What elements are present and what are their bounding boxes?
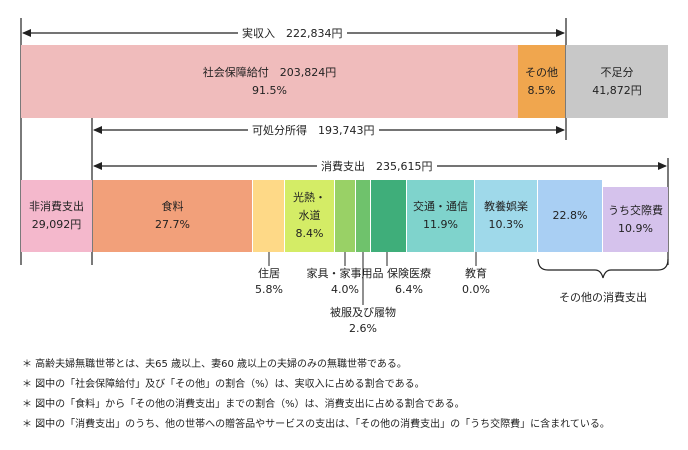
education-callout: 教育 0.0% xyxy=(456,266,496,298)
segment-value: 27.7% xyxy=(155,218,190,231)
expense-segment-housing xyxy=(253,180,284,252)
expense-segment-food: 食料 27.7% xyxy=(93,180,252,252)
income-segment-shortfall: 不足分 41,872円 xyxy=(566,45,668,118)
note-4: ＊ 図中の「消費支出」のうち、他の世帯への贈答品やサービスの支出は、「その他の消… xyxy=(22,419,610,430)
segment-value: 29,092円 xyxy=(31,218,82,231)
segment-value: 8.4% xyxy=(295,227,324,240)
segment-value: 41,872円 xyxy=(592,83,642,97)
segment-value: 10.9% xyxy=(618,221,653,235)
expense-segment-medical xyxy=(371,180,406,252)
consumption-bracket-label: 消費支出 235,615円 xyxy=(317,158,437,174)
segment-label: 不足分 xyxy=(600,65,634,79)
medical-callout: 保険医療 6.4% xyxy=(381,266,437,298)
income-bracket-label: 実収入 222,834円 xyxy=(238,25,347,41)
segment-value: 91.5% xyxy=(252,83,287,97)
callout-value: 4.0% xyxy=(331,283,359,296)
callout-value: 5.8% xyxy=(255,283,283,296)
expense-segment-other-consumption: 22.8% xyxy=(538,180,602,252)
note-2: ＊ 図中の「社会保障給付」及び「その他」の割合（%）は、実収入に占める割合である… xyxy=(22,379,425,390)
callout-value: 2.6% xyxy=(349,322,377,335)
segment-label: 非消費支出 xyxy=(29,200,84,213)
note-3: ＊ 図中の「食料」から「その他の消費支出」までの割合（%）は、消費支出に占める割… xyxy=(22,399,465,410)
housing-callout: 住居 5.8% xyxy=(249,266,289,298)
callout-value: 0.0% xyxy=(462,283,490,296)
expense-segment-non-consumption: 非消費支出 29,092円 xyxy=(21,180,92,252)
segment-label: うち交際費 xyxy=(608,203,663,217)
segment-value: 11.9% xyxy=(423,218,458,231)
segment-label: 交通・通信 xyxy=(413,200,468,213)
expense-segment-clothing xyxy=(356,180,370,252)
segment-label-2: 水道 xyxy=(298,209,321,222)
segment-value: 22.8% xyxy=(552,209,588,222)
expense-segment-social-expenses: うち交際費 10.9% xyxy=(603,187,668,252)
segment-label: 社会保障給付 203,824円 xyxy=(202,65,337,79)
callout-label: 被服及び履物 xyxy=(330,306,396,319)
expense-segment-recreation: 教養娯楽 10.3% xyxy=(475,180,537,252)
expense-segment-utilities: 光熱・ 水道 8.4% xyxy=(285,180,334,252)
note-1: ＊ 高齢夫婦無職世帯とは、夫65 歳以上、妻60 歳以上の夫婦のみの無職世帯であ… xyxy=(22,359,407,370)
callout-label: 保険医療 xyxy=(387,267,431,280)
clothing-callout: 被服及び履物 2.6% xyxy=(323,305,403,337)
segment-value: 8.5% xyxy=(527,83,556,97)
expense-segment-furniture xyxy=(335,180,355,252)
callout-value: 6.4% xyxy=(395,283,423,296)
segment-value: 10.3% xyxy=(488,218,524,231)
callout-label: 住居 xyxy=(258,267,280,280)
income-segment-social-security: 社会保障給付 203,824円 91.5% xyxy=(21,45,518,118)
furniture-callout: 家具・家事用品 4.0% xyxy=(298,266,392,298)
other-consumption-group-label: その他の消費支出 xyxy=(559,291,647,304)
segment-label: その他 xyxy=(525,65,558,79)
callout-label: 家具・家事用品 xyxy=(306,267,384,280)
callout-label: 教育 xyxy=(465,267,487,280)
segment-label: 光熱・ xyxy=(293,191,326,204)
disposable-bracket-label: 可処分所得 193,743円 xyxy=(248,122,379,138)
expense-segment-transport: 交通・通信 11.9% xyxy=(407,180,474,252)
segment-label: 食料 xyxy=(161,200,184,213)
segment-label: 教養娯楽 xyxy=(484,200,528,213)
income-segment-other: その他 8.5% xyxy=(518,45,565,118)
other-consumption-brace xyxy=(537,258,669,279)
